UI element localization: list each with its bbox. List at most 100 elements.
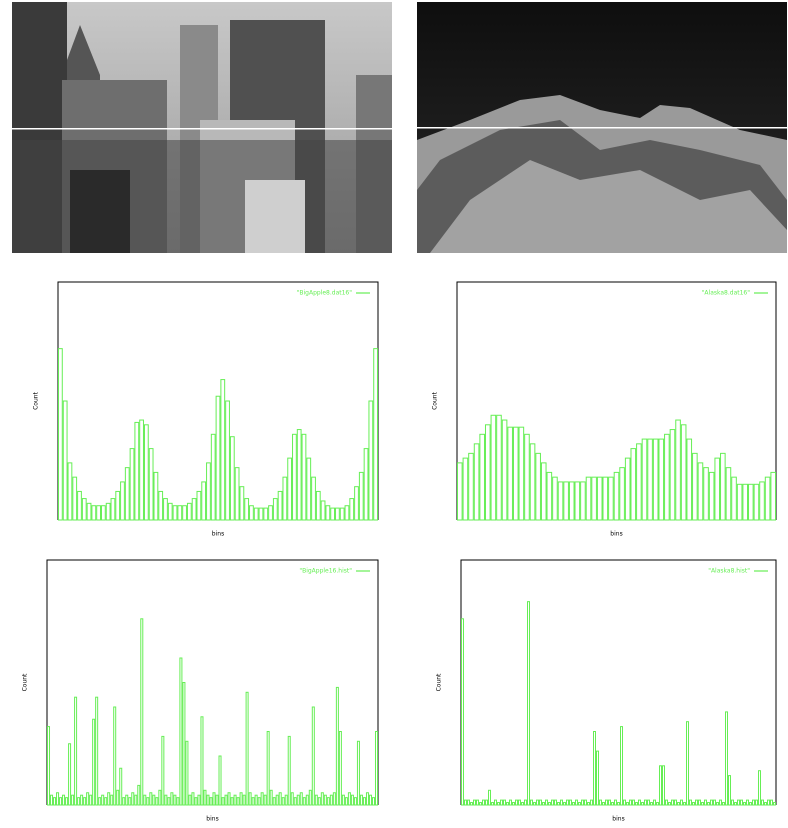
bar xyxy=(150,793,152,805)
bar xyxy=(651,803,653,805)
page: "BigApple8.dat16"binsCount"Alaska8.dat16… xyxy=(0,0,788,824)
bar xyxy=(364,449,368,520)
bar xyxy=(360,795,362,805)
bar xyxy=(140,420,144,520)
bar xyxy=(609,477,614,520)
bar xyxy=(645,800,647,805)
bar xyxy=(555,800,557,805)
bar xyxy=(564,803,566,805)
bar xyxy=(57,793,59,805)
bar xyxy=(96,697,98,805)
bar xyxy=(498,803,500,805)
bar xyxy=(162,736,164,805)
bar xyxy=(585,800,587,805)
bar xyxy=(721,453,726,520)
bar xyxy=(230,437,234,520)
x-axis-label: bins xyxy=(612,816,624,823)
bar xyxy=(321,793,323,805)
bar xyxy=(624,800,626,805)
bar xyxy=(123,798,125,805)
bar xyxy=(141,619,143,805)
bar xyxy=(653,439,658,520)
bar xyxy=(483,800,485,805)
bar xyxy=(126,795,128,805)
bar xyxy=(480,434,485,520)
bar xyxy=(294,798,296,805)
bar xyxy=(549,803,551,805)
bar xyxy=(345,798,347,805)
bar xyxy=(254,508,258,520)
bar xyxy=(283,477,287,520)
bar xyxy=(249,793,251,805)
bar xyxy=(513,427,518,520)
bar xyxy=(282,798,284,805)
bar xyxy=(681,800,683,805)
bar xyxy=(741,800,743,805)
bar xyxy=(528,602,530,805)
bar xyxy=(516,800,518,805)
bar xyxy=(48,727,50,805)
bar xyxy=(480,803,482,805)
bar xyxy=(723,803,725,805)
bar xyxy=(762,800,764,805)
bar xyxy=(546,800,548,805)
bar xyxy=(690,800,692,805)
bar xyxy=(672,800,674,805)
bar xyxy=(222,798,224,805)
bar xyxy=(321,501,325,520)
bar xyxy=(270,790,272,805)
bar xyxy=(359,472,363,520)
bar xyxy=(144,425,148,520)
bar xyxy=(709,472,714,520)
bar xyxy=(225,795,227,805)
bar xyxy=(73,477,77,520)
bar xyxy=(696,800,698,805)
bar xyxy=(612,803,614,805)
plot-frame xyxy=(457,282,776,520)
bar xyxy=(477,800,479,805)
bar xyxy=(705,800,707,805)
bar xyxy=(603,803,605,805)
bar xyxy=(547,472,552,520)
bar xyxy=(177,798,179,805)
bar xyxy=(491,415,496,520)
bar xyxy=(198,795,200,805)
bar xyxy=(678,803,680,805)
bar xyxy=(372,798,374,805)
bar xyxy=(261,793,263,805)
bar xyxy=(699,800,701,805)
bar xyxy=(704,468,709,520)
bar xyxy=(132,793,134,805)
bar xyxy=(354,798,356,805)
bar xyxy=(99,798,101,805)
bar xyxy=(250,506,254,520)
bar xyxy=(318,798,320,805)
bar xyxy=(178,506,182,520)
bar xyxy=(82,499,86,520)
bar xyxy=(75,697,77,805)
plot-frame xyxy=(461,560,776,805)
bar xyxy=(597,477,602,520)
bar xyxy=(255,795,257,805)
bar xyxy=(345,506,349,520)
bar xyxy=(192,499,196,520)
bar xyxy=(720,800,722,805)
bar xyxy=(747,800,749,805)
bar xyxy=(149,449,153,520)
bar xyxy=(575,482,580,520)
bar xyxy=(497,415,502,520)
bar xyxy=(592,477,597,520)
bar xyxy=(714,800,716,805)
bar xyxy=(235,468,239,520)
bar xyxy=(648,800,650,805)
bar xyxy=(737,484,742,520)
bar xyxy=(90,795,92,805)
bar xyxy=(558,482,563,520)
bar xyxy=(333,793,335,805)
bar xyxy=(603,477,608,520)
bar xyxy=(753,800,755,805)
bar xyxy=(84,798,86,805)
bar xyxy=(221,380,225,520)
bar xyxy=(715,458,720,520)
bar xyxy=(606,800,608,805)
